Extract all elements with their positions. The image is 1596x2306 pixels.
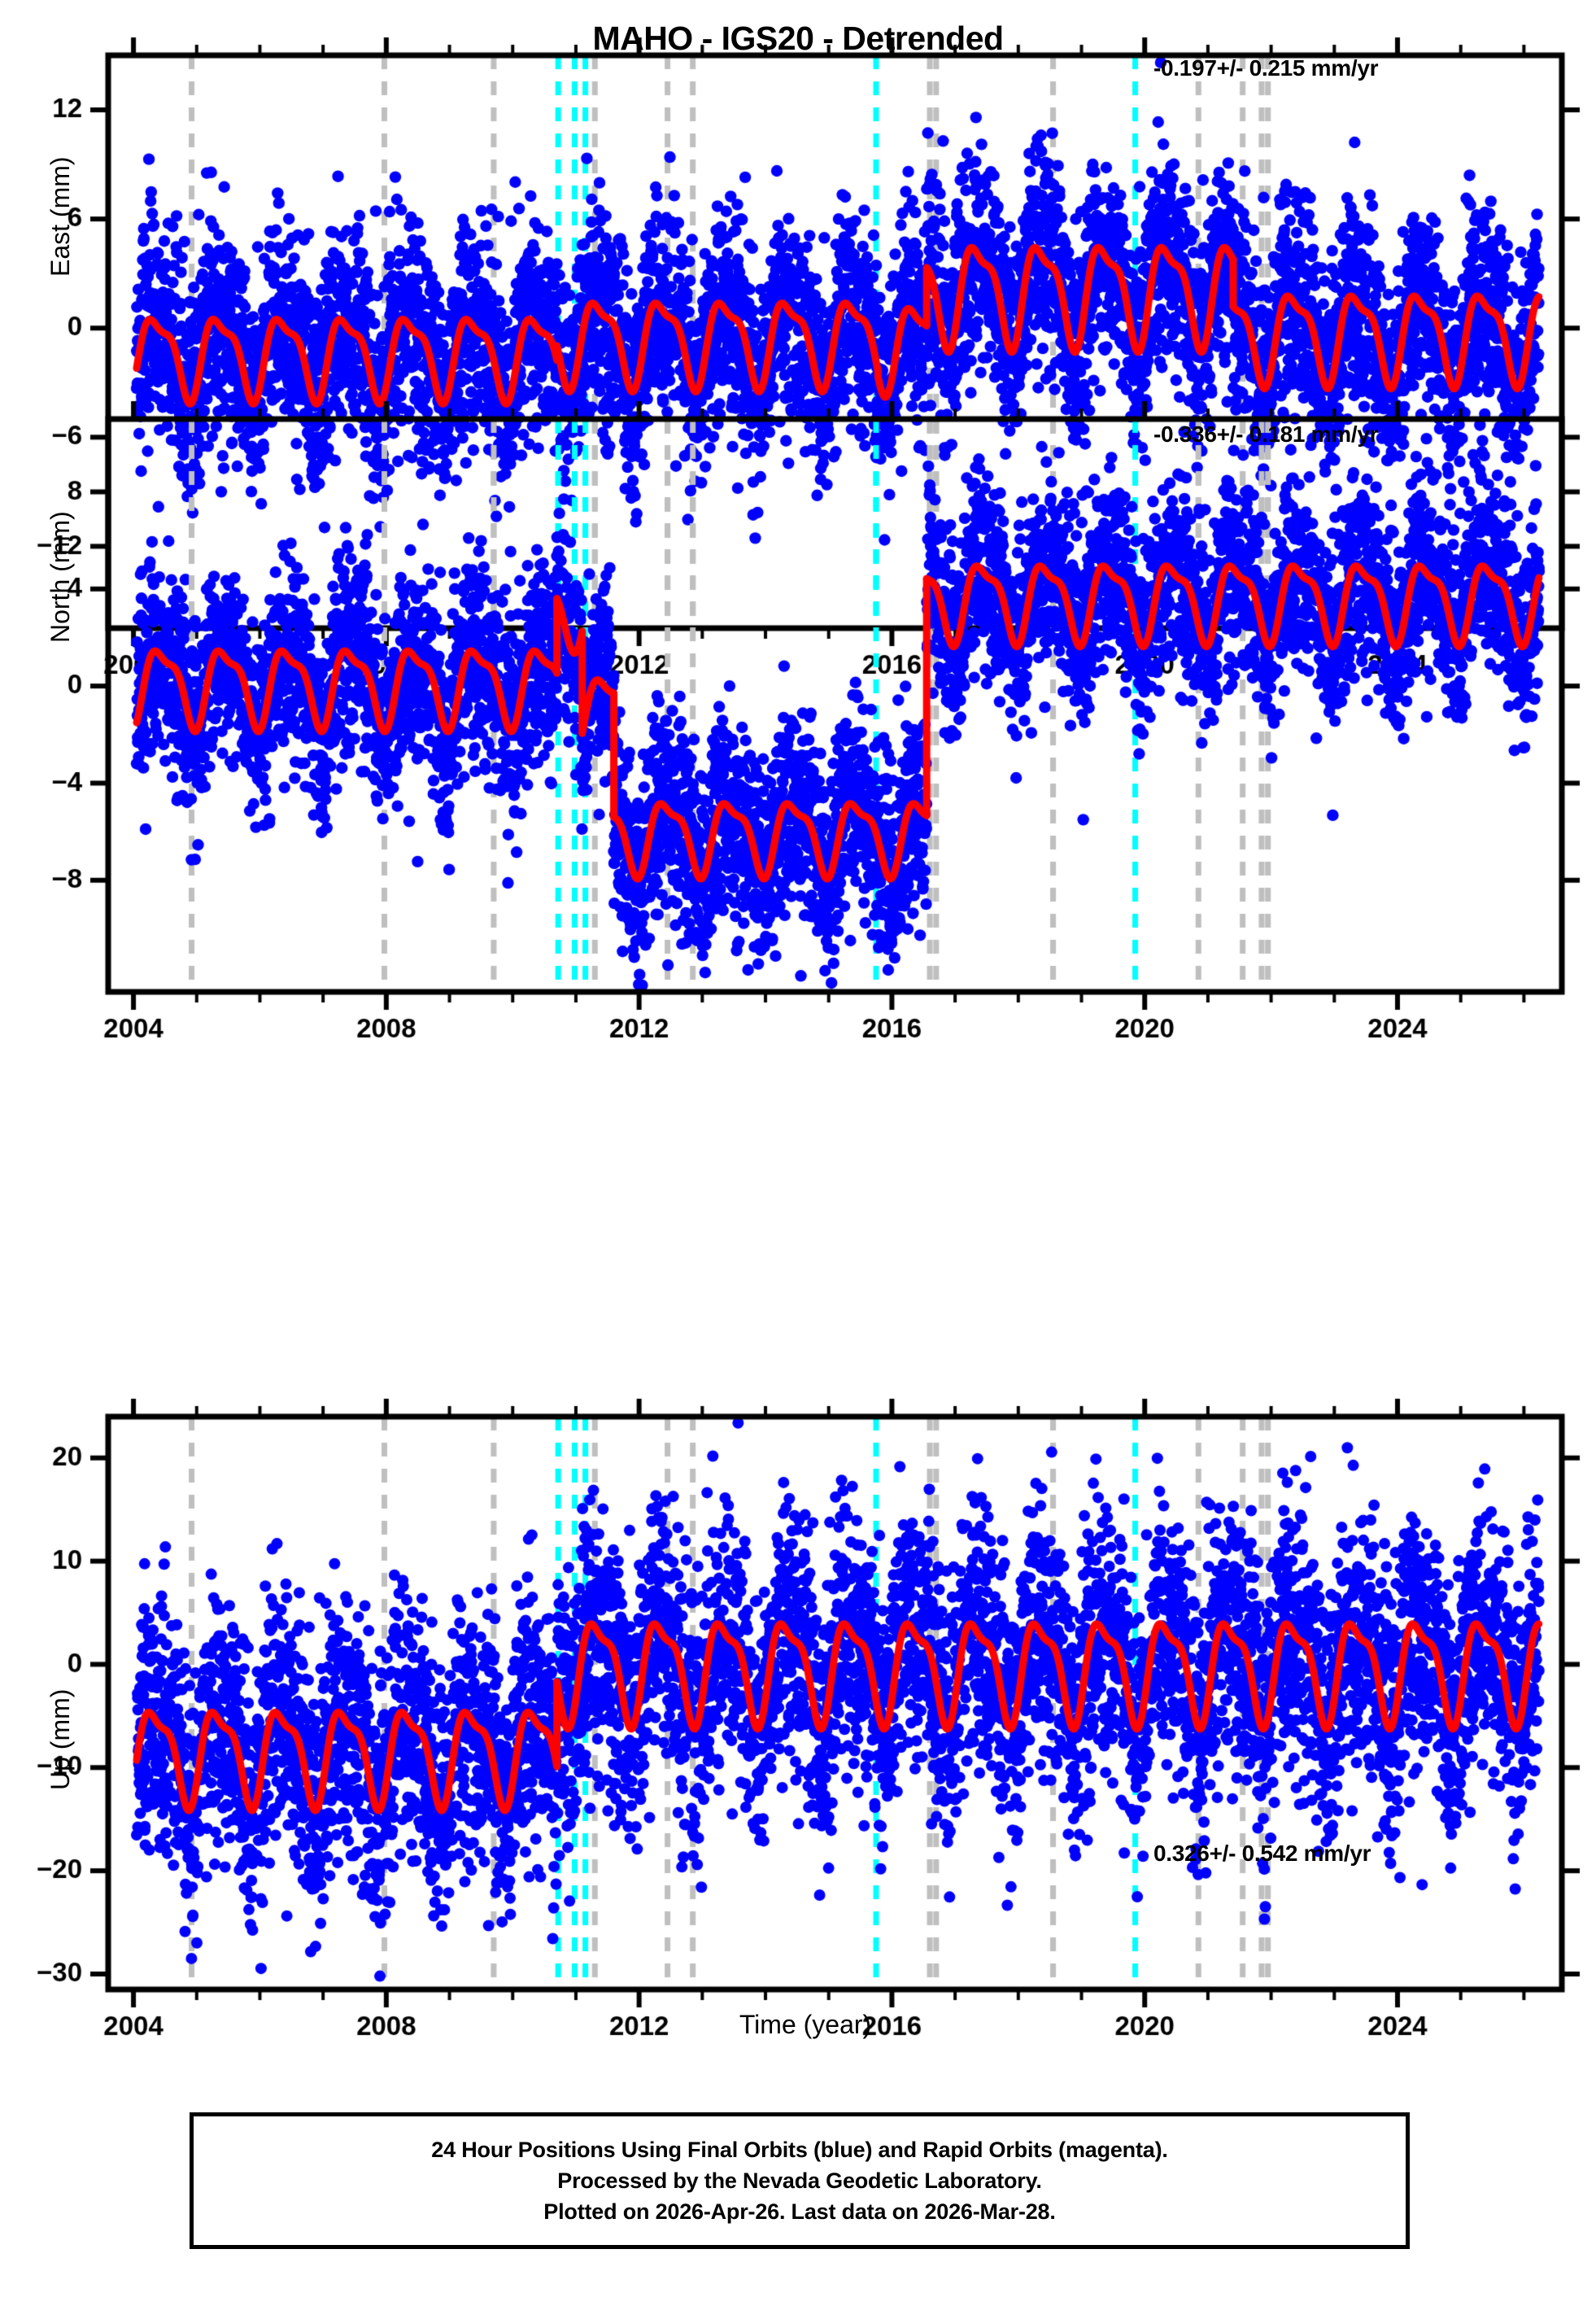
north-y-axis-label: North (mm)	[46, 511, 75, 643]
footer-line-dates: Plotted on 2026-Apr-26. Last data on 202…	[543, 2199, 1056, 2225]
footer-note-box: 24 Hour Positions Using Final Orbits (bl…	[190, 2112, 1410, 2249]
footer-line-orbits: 24 Hour Positions Using Final Orbits (bl…	[431, 2137, 1168, 2162]
page-title: MAHO - IGS20 - Detrended	[592, 20, 1004, 57]
east-rate-annotation: -0.197+/- 0.215 mm/yr	[1153, 55, 1379, 81]
x-axis-label: Time (year)	[739, 2010, 872, 2039]
footer-line-processor: Processed by the Nevada Geodetic Laborat…	[557, 2168, 1042, 2193]
up-y-axis-label: Up (mm)	[46, 1688, 75, 1790]
up-rate-annotation: 0.326+/- 0.542 mm/yr	[1153, 1841, 1371, 1866]
east-y-axis-label: East (mm)	[46, 156, 75, 277]
north-rate-annotation: -0.336+/- 0.181 mm/yr	[1153, 421, 1379, 447]
